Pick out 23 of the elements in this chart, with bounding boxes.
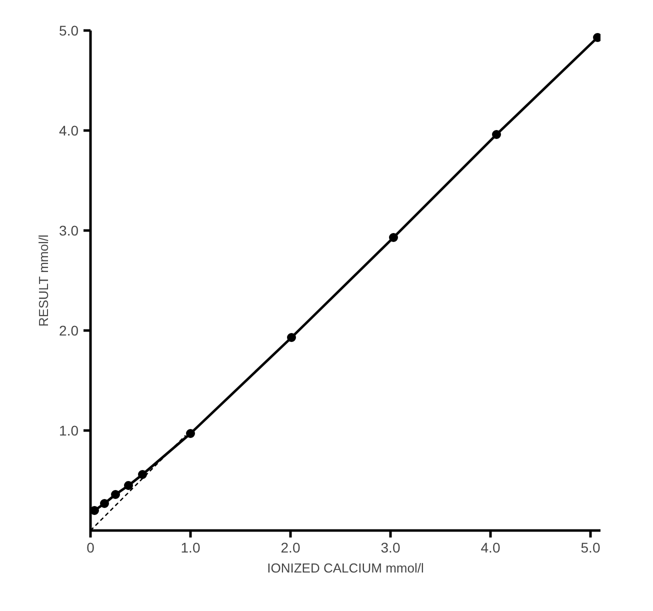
point xyxy=(186,429,195,438)
x-tick-label: 4.0 xyxy=(480,540,500,556)
point xyxy=(138,470,147,479)
y-axis-title: RESULT mmol/l xyxy=(36,234,52,327)
x-tick-label: 5.0 xyxy=(580,540,600,556)
x-axis-title: IONIZED CALCIUM mmol/l xyxy=(267,560,424,576)
point xyxy=(90,506,99,515)
point xyxy=(389,233,398,242)
point xyxy=(100,499,109,508)
point xyxy=(111,490,120,499)
point xyxy=(124,481,133,490)
x-tick-label: 1.0 xyxy=(180,540,200,556)
y-tick-label: 1.0 xyxy=(59,422,79,438)
y-tick-label: 3.0 xyxy=(59,222,79,238)
y-tick-label: 5.0 xyxy=(59,22,79,38)
point xyxy=(593,33,600,42)
y-tick-label: 4.0 xyxy=(59,122,79,138)
y-tick-label: 2.0 xyxy=(59,322,79,338)
point xyxy=(287,333,296,342)
point xyxy=(492,130,501,139)
x-tick-label: 3.0 xyxy=(380,540,400,556)
x-tick-label: 2.0 xyxy=(280,540,300,556)
x-tick-label: 0 xyxy=(86,540,95,556)
